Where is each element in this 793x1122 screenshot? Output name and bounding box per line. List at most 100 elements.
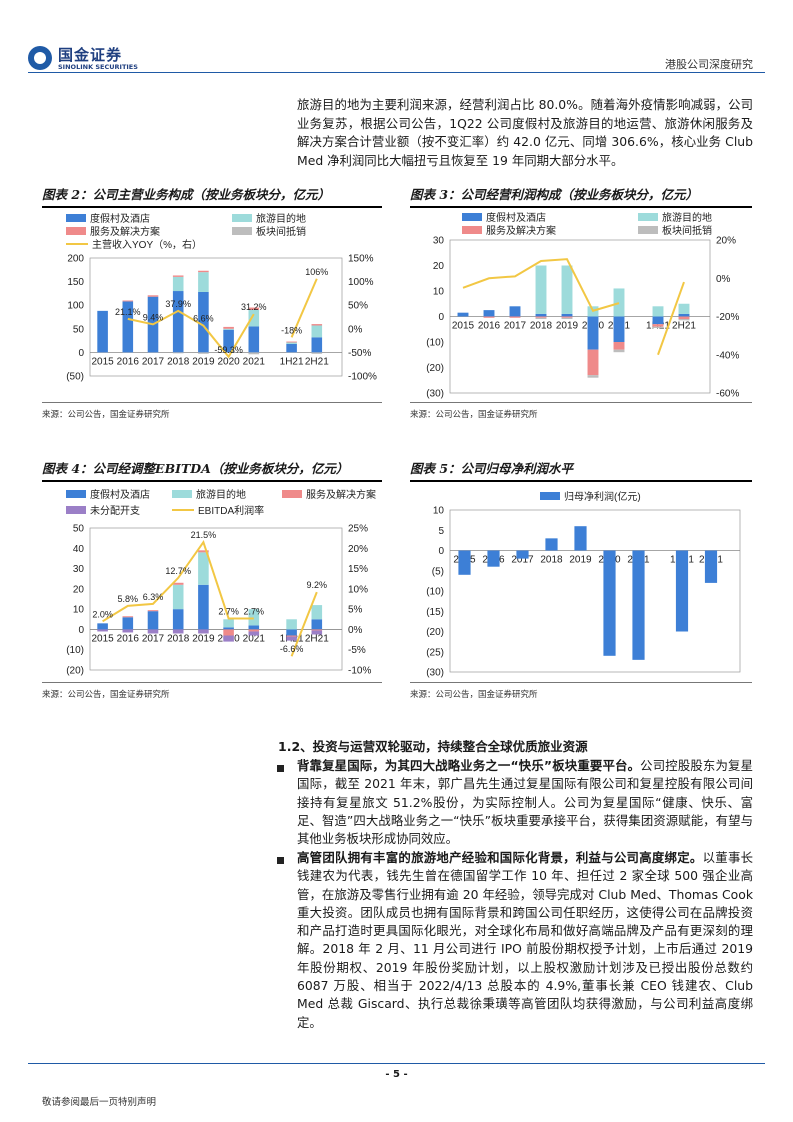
bar-segment bbox=[147, 611, 159, 630]
bullet-square-icon bbox=[277, 857, 284, 864]
legend-swatch bbox=[638, 226, 658, 234]
fig3-chart: (30) (20) (10) 0 10 20 30 -60% -40% -20% 0% 20% 2015… bbox=[426, 211, 739, 400]
line-data-label: 9.2% bbox=[307, 580, 328, 590]
legend-label: 归母净利润(亿元) bbox=[564, 490, 641, 503]
bar-segment bbox=[487, 550, 500, 567]
line-data-label: 31.2% bbox=[241, 302, 267, 312]
bar-segment bbox=[311, 324, 323, 326]
bar-segment bbox=[286, 343, 297, 353]
bar-segment bbox=[248, 309, 260, 327]
bar-segment bbox=[172, 291, 184, 353]
bar-segment bbox=[223, 619, 234, 628]
bar-segment bbox=[223, 629, 234, 636]
line-data-label: 21.1% bbox=[115, 307, 141, 317]
legend-swatch bbox=[232, 214, 252, 222]
bar-segment bbox=[613, 316, 625, 342]
y-tick-label: (30) bbox=[426, 668, 444, 679]
y-tick-label: 200 bbox=[67, 254, 84, 265]
legend-label: 主营收入YOY（%，右） bbox=[92, 238, 202, 251]
bar-segment bbox=[198, 550, 209, 553]
bar-segment bbox=[172, 629, 184, 634]
x-tick-label: 2018 bbox=[167, 633, 190, 644]
bar-segment bbox=[311, 605, 323, 620]
series-line bbox=[290, 278, 318, 338]
x-tick-label: 2019 bbox=[192, 633, 215, 644]
x-tick-label: 2017 bbox=[504, 321, 527, 332]
bar-segment bbox=[704, 550, 718, 583]
bar-segment bbox=[198, 270, 209, 273]
fig5-title: 图表 5：公司归母净利润水平 bbox=[410, 458, 752, 482]
legend-swatch bbox=[282, 490, 302, 498]
y2-tick-label: 0% bbox=[348, 625, 363, 636]
x-tick-label: 2H21 bbox=[305, 633, 329, 644]
bar-segment bbox=[97, 629, 108, 632]
series-line bbox=[102, 540, 254, 623]
x-tick-label: 2016 bbox=[478, 321, 501, 332]
x-tick-label: 2015 bbox=[91, 633, 114, 644]
x-tick-label: 1H21 bbox=[280, 356, 304, 367]
fig3-title: 图表 3：公司经营利润构成（按业务板块分，亿元） bbox=[410, 184, 752, 208]
line-data-label: 37.9% bbox=[165, 299, 191, 309]
legend-label: 服务及解决方案 bbox=[486, 224, 556, 237]
legend-swatch bbox=[232, 227, 252, 235]
x-tick-label: 2020 bbox=[217, 356, 240, 367]
bar-segment bbox=[587, 375, 599, 378]
line-data-label: -6.6% bbox=[280, 644, 304, 654]
bar-segment bbox=[198, 584, 209, 630]
footer-disclaimer: 敬请参阅最后一页特别声明 bbox=[42, 1097, 157, 1108]
section-title: 1.2、投资与运营双轮驱动，持续整合全球优质旅业资源 bbox=[278, 739, 588, 754]
y-tick-label: (15) bbox=[426, 607, 444, 618]
fig5-chart: (30)(25)(20)(15)(10)(5)05102015201620172… bbox=[426, 490, 741, 679]
bullet-2-body: 以董事长钱建农为代表，钱先生曾在德国留学工作 10 年、担任过 2 家全球 50… bbox=[297, 850, 754, 1030]
legend-swatch bbox=[462, 213, 482, 221]
bar-segment bbox=[587, 349, 599, 376]
y-tick-label: 20 bbox=[73, 584, 85, 595]
bar-segment bbox=[458, 550, 471, 575]
bar-segment bbox=[483, 310, 495, 317]
bar-segment bbox=[535, 265, 547, 314]
fig2-source-divider bbox=[42, 402, 382, 403]
bar-segment bbox=[172, 609, 184, 630]
line-data-label: 12.7% bbox=[165, 566, 191, 576]
x-tick-label: 2017 bbox=[142, 633, 165, 644]
y2-tick-label: -50% bbox=[348, 348, 371, 359]
bar-segment bbox=[678, 313, 690, 317]
bar-segment bbox=[223, 329, 234, 353]
legend-swatch bbox=[540, 492, 560, 500]
x-tick-label: 2021 bbox=[243, 356, 266, 367]
x-tick-label: 2H21 bbox=[672, 321, 696, 332]
bar-segment bbox=[652, 324, 664, 327]
bullet-square-icon bbox=[277, 765, 284, 772]
bar-segment bbox=[535, 313, 547, 317]
bar-segment bbox=[122, 616, 134, 618]
bar-segment bbox=[198, 629, 209, 634]
fig3-source-divider bbox=[410, 402, 752, 403]
y-tick-label: 5 bbox=[438, 526, 444, 537]
y-tick-label: (25) bbox=[426, 647, 444, 658]
bar-segment bbox=[509, 306, 521, 317]
series-line bbox=[462, 258, 620, 312]
line-data-label: 6.3% bbox=[143, 592, 164, 602]
line-data-label: 6.6% bbox=[193, 314, 214, 324]
y-tick-label: 30 bbox=[73, 564, 85, 575]
y2-tick-label: 5% bbox=[348, 605, 363, 616]
fig5-source-divider bbox=[410, 682, 752, 683]
plot-frame bbox=[89, 527, 343, 671]
y2-tick-label: -40% bbox=[716, 350, 739, 361]
y-tick-label: (10) bbox=[66, 645, 84, 656]
line-data-label: 106% bbox=[305, 267, 328, 277]
y-tick-label: 30 bbox=[433, 236, 445, 247]
y-tick-label: 10 bbox=[73, 605, 85, 616]
page-number: - 5 - bbox=[385, 1069, 408, 1080]
y-tick-label: (10) bbox=[426, 338, 444, 349]
line-data-label: -18% bbox=[281, 325, 302, 335]
bar-segment bbox=[122, 300, 134, 302]
y-tick-label: 0 bbox=[78, 625, 84, 636]
legend-label: 板块间抵销 bbox=[662, 224, 712, 237]
bar-segment bbox=[652, 326, 664, 328]
bar-segment bbox=[223, 352, 234, 353]
bar-segment bbox=[516, 550, 529, 559]
legend-swatch bbox=[66, 490, 86, 498]
y-tick-label: (20) bbox=[426, 627, 444, 638]
bar-segment bbox=[535, 316, 547, 318]
